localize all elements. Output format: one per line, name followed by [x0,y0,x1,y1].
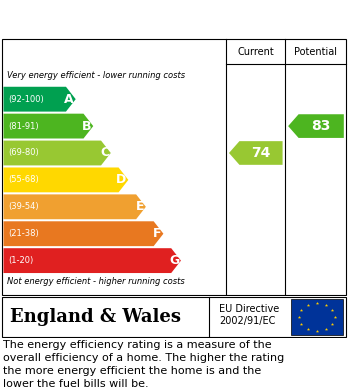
Polygon shape [3,167,128,192]
Polygon shape [3,248,181,273]
Polygon shape [3,87,76,111]
Polygon shape [288,114,344,138]
Polygon shape [3,194,146,219]
Text: England & Wales: England & Wales [10,308,181,326]
Text: (55-68): (55-68) [9,176,39,185]
Text: D: D [116,173,127,187]
Text: (1-20): (1-20) [9,256,34,265]
Text: Potential: Potential [294,47,337,57]
Text: (39-54): (39-54) [9,202,39,211]
Text: (21-38): (21-38) [9,229,39,238]
Text: (92-100): (92-100) [9,95,45,104]
Polygon shape [3,221,164,246]
Polygon shape [229,141,283,165]
Text: C: C [100,147,109,160]
Text: EU Directive
2002/91/EC: EU Directive 2002/91/EC [219,304,279,326]
Text: (81-91): (81-91) [9,122,39,131]
Text: F: F [153,227,162,240]
Text: 74: 74 [251,146,271,160]
Text: (69-80): (69-80) [9,149,39,158]
Text: B: B [82,120,92,133]
Text: G: G [169,254,179,267]
Polygon shape [3,114,93,138]
Text: Not energy efficient - higher running costs: Not energy efficient - higher running co… [7,277,185,286]
Text: Current: Current [237,47,274,57]
Text: Very energy efficient - lower running costs: Very energy efficient - lower running co… [7,71,185,80]
Text: A: A [64,93,74,106]
Text: The energy efficiency rating is a measure of the
overall efficiency of a home. T: The energy efficiency rating is a measur… [3,340,285,389]
Bar [291,300,343,335]
Text: Energy Efficiency Rating: Energy Efficiency Rating [10,11,220,27]
Polygon shape [3,141,111,165]
Text: 83: 83 [311,119,331,133]
Text: E: E [136,200,144,213]
